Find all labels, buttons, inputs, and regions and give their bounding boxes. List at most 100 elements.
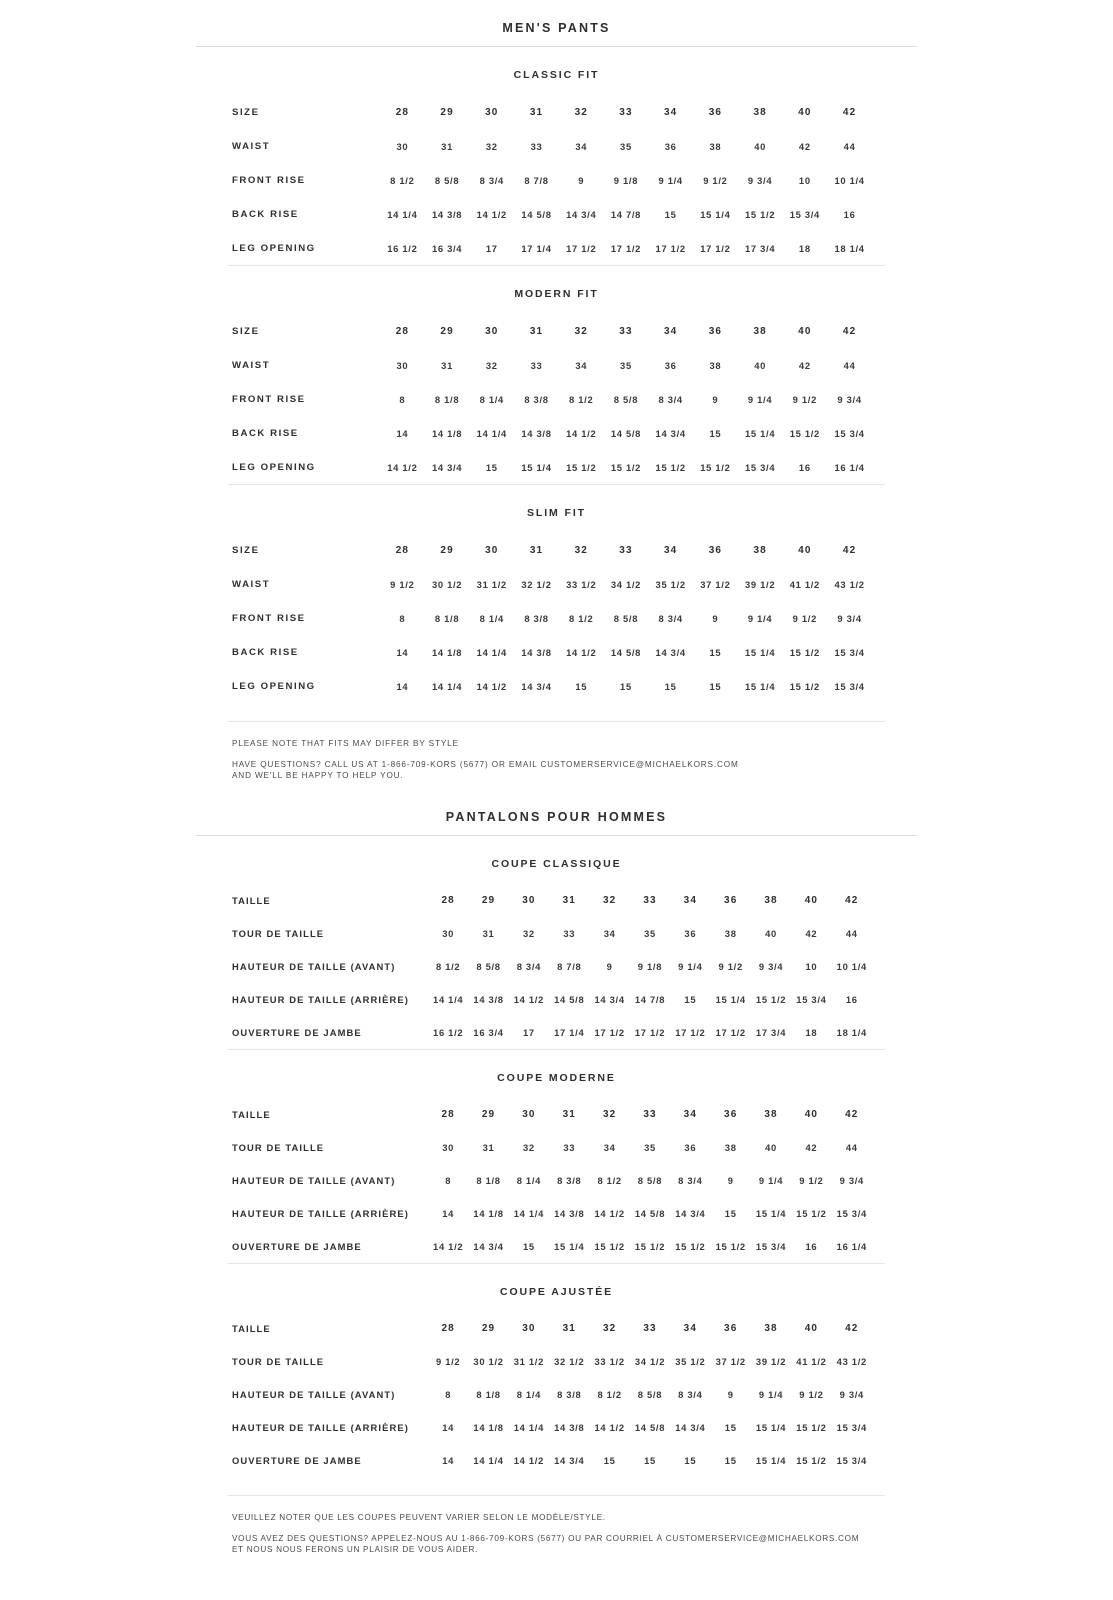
- measurement-cell: 14: [442, 1455, 455, 1467]
- measurement-cell: 36: [684, 1142, 697, 1154]
- measurement-cell: 16 3/4: [431, 242, 463, 254]
- measurement-cell: 9 1/4: [758, 1175, 784, 1187]
- measurement-cell: 14 1/8: [473, 1208, 504, 1220]
- measurement-cell: 15 1/2: [744, 208, 776, 220]
- measurement-cell: 33: [563, 928, 576, 940]
- measurement-cell: 42: [805, 928, 818, 940]
- measurement-cell: 44: [845, 928, 858, 940]
- measurement-cell: 8 7/8: [524, 174, 549, 186]
- measurement-cell: 14 1/2: [513, 994, 545, 1006]
- measurement-cell: 14 3/8: [521, 427, 552, 439]
- measurement-cell: 33 1/2: [566, 578, 597, 590]
- size-header-cell: 32: [574, 106, 588, 118]
- measurement-cell: 17 1/2: [700, 242, 731, 254]
- measurement-cell: 15 3/4: [834, 646, 865, 658]
- size-header-cell: 38: [753, 106, 767, 118]
- table-row: HAUTEUR DE TAILLE (AVANT) 8 8 1/8 8 1/4 8 3/…: [232, 1378, 872, 1411]
- measurement-cell: 42: [798, 140, 811, 152]
- measurement-cell: 34: [575, 140, 588, 152]
- measurement-cell: 15 1/2: [789, 427, 820, 439]
- section-title-en: MEN'S PANTS: [502, 21, 611, 35]
- measurement-cell: 32 1/2: [521, 578, 552, 590]
- measurement-cell: 15: [724, 1455, 737, 1467]
- measurement-cell: 8 5/8: [476, 961, 501, 973]
- size-header-cell: 33: [619, 106, 633, 118]
- size-header-cell: 31: [562, 895, 576, 907]
- table-row: LEG OPENING 16 1/2 16 3/4 17 17 1/4 17 1/2 17 …: [232, 231, 872, 265]
- row-label: OUVERTURE DE JAMBE: [232, 1455, 362, 1467]
- measurement-cell: 15 1/4: [755, 1455, 787, 1467]
- measurement-cell: 15 3/4: [836, 1208, 867, 1220]
- measurement-cell: 9 1/4: [658, 174, 683, 186]
- measurement-cell: 15: [684, 994, 697, 1006]
- size-header-cell: 31: [529, 106, 544, 118]
- measurement-cell: 31: [482, 1142, 495, 1154]
- row-label: HAUTEUR DE TAILLE (AVANT): [232, 1175, 396, 1187]
- table-row: TAILLE 28 29 30 31 32 33 34 36 38 40 42: [232, 884, 872, 917]
- measurement-cell: 17: [485, 242, 498, 254]
- size-header-cell: 34: [664, 106, 678, 118]
- measurement-cell: 15 1/2: [700, 461, 731, 473]
- measurement-cell: 8 3/4: [479, 174, 504, 186]
- table-row: BACK RISE 14 14 1/8 14 1/4 14 3/8 14 1/2 14 5/…: [232, 416, 872, 450]
- table-row: BACK RISE 14 14 1/8 14 1/4 14 3/8 14 1/2 14 5/…: [232, 635, 872, 669]
- table-row: HAUTEUR DE TAILLE (ARRIÈRE) 14 14 1/8 14 1/…: [232, 1411, 872, 1444]
- measurement-cell: 9 1/2: [799, 1389, 824, 1401]
- measurement-cell: 8 1/4: [516, 1389, 542, 1401]
- size-header-cell: 29: [481, 1323, 496, 1335]
- size-header-cell: 36: [724, 895, 738, 907]
- measurement-cell: 9: [727, 1175, 734, 1187]
- measurement-cell: 15: [522, 1241, 535, 1253]
- measurement-cell: 9: [606, 961, 613, 973]
- measurement-cell: 15: [664, 208, 677, 220]
- size-header-cell: 28: [441, 1109, 455, 1121]
- row-label: SIZE: [232, 325, 260, 337]
- measurement-cell: 15: [709, 427, 722, 439]
- measurement-cell: 9 3/4: [837, 612, 862, 624]
- table-row: FRONT RISE 8 8 1/8 8 1/4 8 3/8 8 1/2 8 5/8 8 3/…: [232, 601, 872, 635]
- measurement-cell: 16 3/4: [473, 1027, 504, 1039]
- measurement-cell: 40: [754, 140, 767, 152]
- size-header-cell: 36: [708, 325, 723, 337]
- measurement-cell: 9 1/2: [390, 578, 415, 590]
- measurement-cell: 14 1/8: [431, 646, 463, 658]
- measurement-cell: 15: [724, 1208, 737, 1220]
- measurement-cell: 15 1/4: [715, 994, 746, 1006]
- fit-block-coupe-classique: COUPE CLASSIQUE TAILLE 28 29 30 31 32 33 34 36 38 4…: [0, 836, 1113, 1049]
- size-header-cell: 34: [683, 1323, 697, 1335]
- size-header-cell: 34: [683, 1109, 697, 1121]
- size-header-cell: 33: [643, 1323, 657, 1335]
- size-header-cell: 42: [845, 1323, 859, 1335]
- measurement-cell: 14 5/8: [610, 646, 642, 658]
- measurement-cell: 14 7/8: [610, 208, 642, 220]
- table-row: WAIST 9 1/2 30 1/2 31 1/2 32 1/2 33 1/2 34 1/2…: [232, 567, 872, 601]
- row-label: WAIST: [232, 359, 271, 371]
- size-table-slim-fit: SIZE 28 29 30 31 32 33 34 36 38 40 42 WAIST 9 1/2 30 1…: [232, 533, 872, 703]
- size-header-cell: 33: [643, 1109, 657, 1121]
- measurement-cell: 9 3/4: [747, 174, 773, 186]
- measurement-cell: 30: [442, 1142, 455, 1154]
- size-header-cell: 40: [798, 325, 812, 337]
- notes-divider: [228, 721, 885, 722]
- measurement-cell: 8: [445, 1389, 452, 1401]
- measurement-cell: 14 5/8: [521, 208, 552, 220]
- note-line: VOUS AVEZ DES QUESTIONS? APPELEZ-NOUS AU…: [232, 1534, 860, 1544]
- measurement-cell: 15: [684, 1455, 697, 1467]
- measurement-cell: 15 1/2: [796, 1422, 827, 1434]
- measurement-cell: 14 3/8: [431, 208, 463, 220]
- measurement-cell: 14 3/4: [675, 1208, 706, 1220]
- measurement-cell: 15 1/4: [755, 1422, 787, 1434]
- size-header-cell: 31: [562, 1323, 576, 1335]
- measurement-cell: 8 1/8: [476, 1389, 501, 1401]
- measurement-cell: 8 1/2: [436, 961, 461, 973]
- row-label: HAUTEUR DE TAILLE (ARRIÈRE): [232, 1208, 409, 1220]
- measurement-cell: 9 3/4: [837, 393, 862, 405]
- measurement-cell: 30 1/2: [473, 1356, 504, 1368]
- measurement-cell: 18 1/4: [836, 1027, 867, 1039]
- measurement-cell: 15: [620, 680, 632, 692]
- fit-block-coupe-moderne: COUPE MODERNE TAILLE 28 29 30 31 32 33 34 36 38 40 4…: [0, 1050, 1113, 1263]
- measurement-cell: 33: [563, 1142, 576, 1154]
- row-label: BACK RISE: [232, 427, 299, 439]
- measurement-cell: 16: [805, 1241, 818, 1253]
- fit-divider: [228, 484, 885, 485]
